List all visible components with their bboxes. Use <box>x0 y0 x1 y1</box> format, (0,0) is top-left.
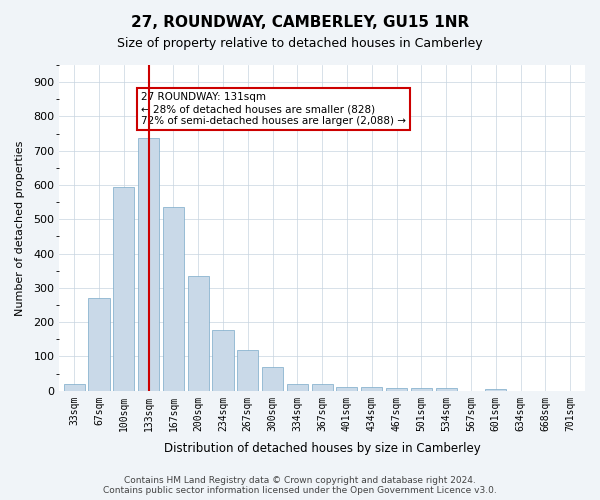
Bar <box>262 368 283 391</box>
Bar <box>212 330 233 391</box>
Bar <box>361 388 382 391</box>
Bar <box>386 388 407 391</box>
Bar <box>113 186 134 391</box>
X-axis label: Distribution of detached houses by size in Camberley: Distribution of detached houses by size … <box>164 442 481 455</box>
Bar <box>436 388 457 391</box>
Text: Size of property relative to detached houses in Camberley: Size of property relative to detached ho… <box>117 38 483 51</box>
Bar <box>138 138 159 391</box>
Bar <box>411 388 432 391</box>
Bar <box>485 389 506 391</box>
Text: Contains HM Land Registry data © Crown copyright and database right 2024.
Contai: Contains HM Land Registry data © Crown c… <box>103 476 497 495</box>
Bar <box>64 384 85 391</box>
Bar <box>311 384 332 391</box>
Bar <box>88 298 110 391</box>
Y-axis label: Number of detached properties: Number of detached properties <box>15 140 25 316</box>
Text: 27, ROUNDWAY, CAMBERLEY, GU15 1NR: 27, ROUNDWAY, CAMBERLEY, GU15 1NR <box>131 15 469 30</box>
Bar <box>237 350 259 391</box>
Bar <box>188 276 209 391</box>
Bar <box>337 388 358 391</box>
Text: 27 ROUNDWAY: 131sqm
← 28% of detached houses are smaller (828)
72% of semi-detac: 27 ROUNDWAY: 131sqm ← 28% of detached ho… <box>141 92 406 126</box>
Bar <box>163 208 184 391</box>
Bar <box>287 384 308 391</box>
